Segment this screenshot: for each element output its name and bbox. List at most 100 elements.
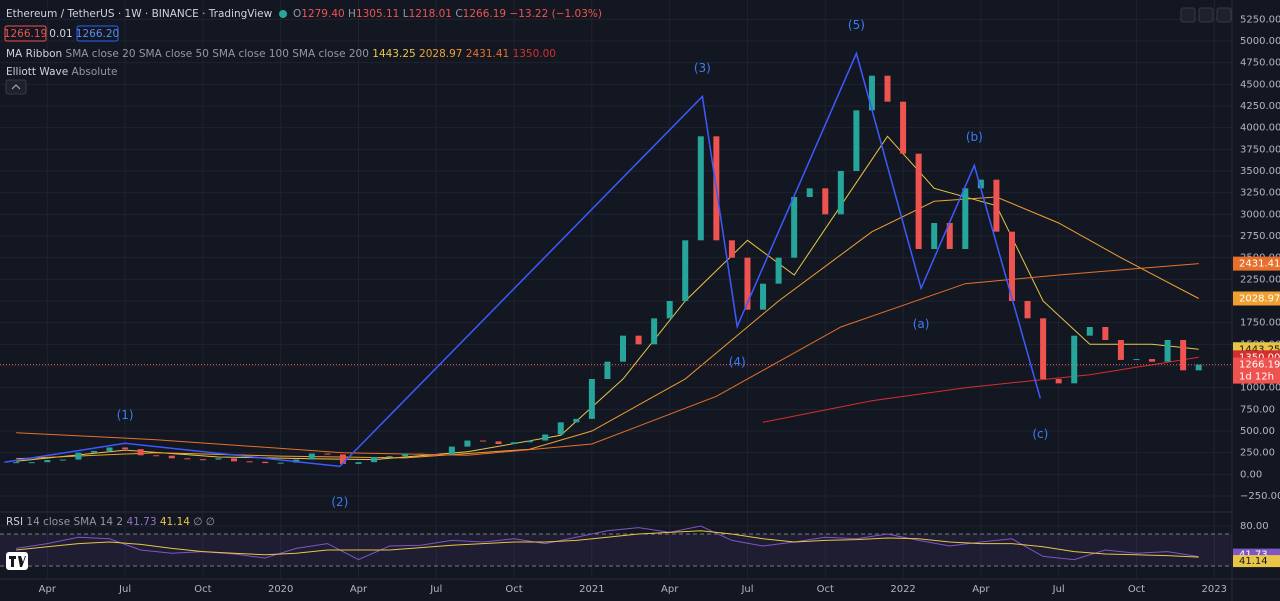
- candle: [635, 335, 642, 345]
- candle: [573, 418, 580, 423]
- rsi-tag: [1233, 555, 1280, 568]
- candle: [464, 440, 471, 447]
- y-tick-label: 3250.00: [1240, 188, 1280, 199]
- symbol-title: Ethereum / TetherUS · 1W · BINANCE · Tra…: [6, 8, 273, 20]
- candle: [1008, 231, 1015, 301]
- rsi-params: 14 close SMA 14 2: [26, 516, 123, 528]
- sell-box[interactable]: [4, 25, 47, 42]
- y-tick-label: −250.00: [1240, 491, 1280, 502]
- y-tick-label: 1750.00: [1240, 318, 1280, 329]
- candle: [1086, 327, 1093, 336]
- ma-value: 2028.97: [419, 48, 462, 60]
- y-tick-label: 4750.00: [1240, 58, 1280, 69]
- ma-name: SMA close 100: [212, 48, 289, 60]
- ohlc-value: 1279.40: [301, 8, 344, 20]
- y-tick-label: 0.00: [1240, 469, 1262, 480]
- candle: [822, 188, 829, 215]
- ma-tag-label: 1443.25: [1239, 344, 1280, 355]
- candle: [44, 460, 51, 463]
- candle: [853, 110, 860, 171]
- x-tick-label: Apr: [39, 584, 57, 595]
- candle: [75, 452, 82, 460]
- candle: [479, 440, 486, 442]
- x-tick-label: Jul: [118, 584, 131, 595]
- candle: [308, 453, 315, 460]
- candle: [791, 197, 798, 258]
- candle: [371, 457, 378, 463]
- ma-name: SMA close 200: [292, 48, 369, 60]
- collapse-button[interactable]: [5, 79, 27, 95]
- ma-name: SMA close 20: [66, 48, 136, 60]
- candle: [246, 461, 253, 463]
- candle: [900, 101, 907, 154]
- x-tick-label: Apr: [350, 584, 368, 595]
- y-tick-label: 5000.00: [1240, 36, 1280, 47]
- ohlc-value: 1305.11: [356, 8, 399, 20]
- wave-label: (b): [966, 130, 983, 144]
- y-tick-label: 1000.00: [1240, 383, 1280, 394]
- candle: [977, 179, 984, 189]
- candle: [884, 75, 891, 102]
- ma-line: [16, 196, 1199, 460]
- candle: [993, 179, 1000, 232]
- candle: [651, 318, 658, 345]
- candle: [915, 153, 922, 249]
- candle: [28, 462, 35, 464]
- x-tick-label: Apr: [972, 584, 990, 595]
- candle: [1024, 301, 1031, 319]
- x-tick-label: Apr: [661, 584, 679, 595]
- wave-label: (1): [117, 408, 134, 422]
- candle: [153, 455, 160, 457]
- candle: [1102, 327, 1109, 340]
- buy-box[interactable]: [76, 25, 119, 42]
- elliott-wave: [4, 51, 1042, 468]
- up-button[interactable]: [1198, 7, 1214, 23]
- down-button[interactable]: [1180, 7, 1196, 23]
- ma-name: SMA close 50: [139, 48, 209, 60]
- y-tick-label: 80.00: [1240, 521, 1269, 532]
- candle: [837, 171, 844, 215]
- candle: [324, 453, 331, 455]
- candle: [277, 462, 284, 464]
- x-tick-label: 2021: [579, 584, 604, 595]
- candle: [868, 75, 875, 111]
- candle: [402, 453, 409, 457]
- rsi-value: 41.73: [126, 516, 156, 528]
- candle: [122, 447, 129, 450]
- candle: [946, 223, 953, 249]
- candle: [1149, 359, 1156, 362]
- candle: [339, 454, 346, 464]
- logo[interactable]: [6, 552, 28, 570]
- axes: Apr Jul Oct 2020 Apr Jul Oct 2021 Apr Jul Oct 2022 A…: [39, 14, 1280, 595]
- candle: [728, 240, 735, 258]
- ma-tag-label: 2028.97: [1239, 293, 1280, 304]
- wave-title: Elliott Wave: [6, 66, 68, 78]
- x-tick-label: 2020: [268, 584, 293, 595]
- rsi-tag-label: 41.14: [1239, 556, 1268, 567]
- ohlc-key: H: [348, 8, 356, 20]
- ma-value: 1443.25: [372, 48, 415, 60]
- spread: 0.01: [49, 28, 72, 40]
- price-tag-label: 1266.19: [1239, 360, 1280, 371]
- x-tick-label: Oct: [194, 584, 211, 595]
- candle: [1195, 364, 1202, 371]
- sell-price[interactable]: 1266.19: [4, 28, 47, 40]
- candle: [1117, 340, 1124, 360]
- candle: [231, 458, 238, 462]
- candle: [184, 458, 191, 460]
- maximize-button[interactable]: [1216, 7, 1232, 23]
- x-tick-label: 2022: [890, 584, 915, 595]
- candle: [433, 453, 440, 455]
- logo-mark: [9, 556, 26, 567]
- countdown: 1d 12h: [1239, 372, 1274, 383]
- candle: [588, 379, 595, 419]
- x-tick-label: 2023: [1202, 584, 1227, 595]
- candle: [1055, 379, 1062, 384]
- buy-price[interactable]: 1266.20: [76, 28, 119, 40]
- price-tag: [1233, 357, 1280, 384]
- candle: [931, 223, 938, 249]
- candle: [744, 257, 751, 310]
- wave-label: (2): [331, 495, 348, 509]
